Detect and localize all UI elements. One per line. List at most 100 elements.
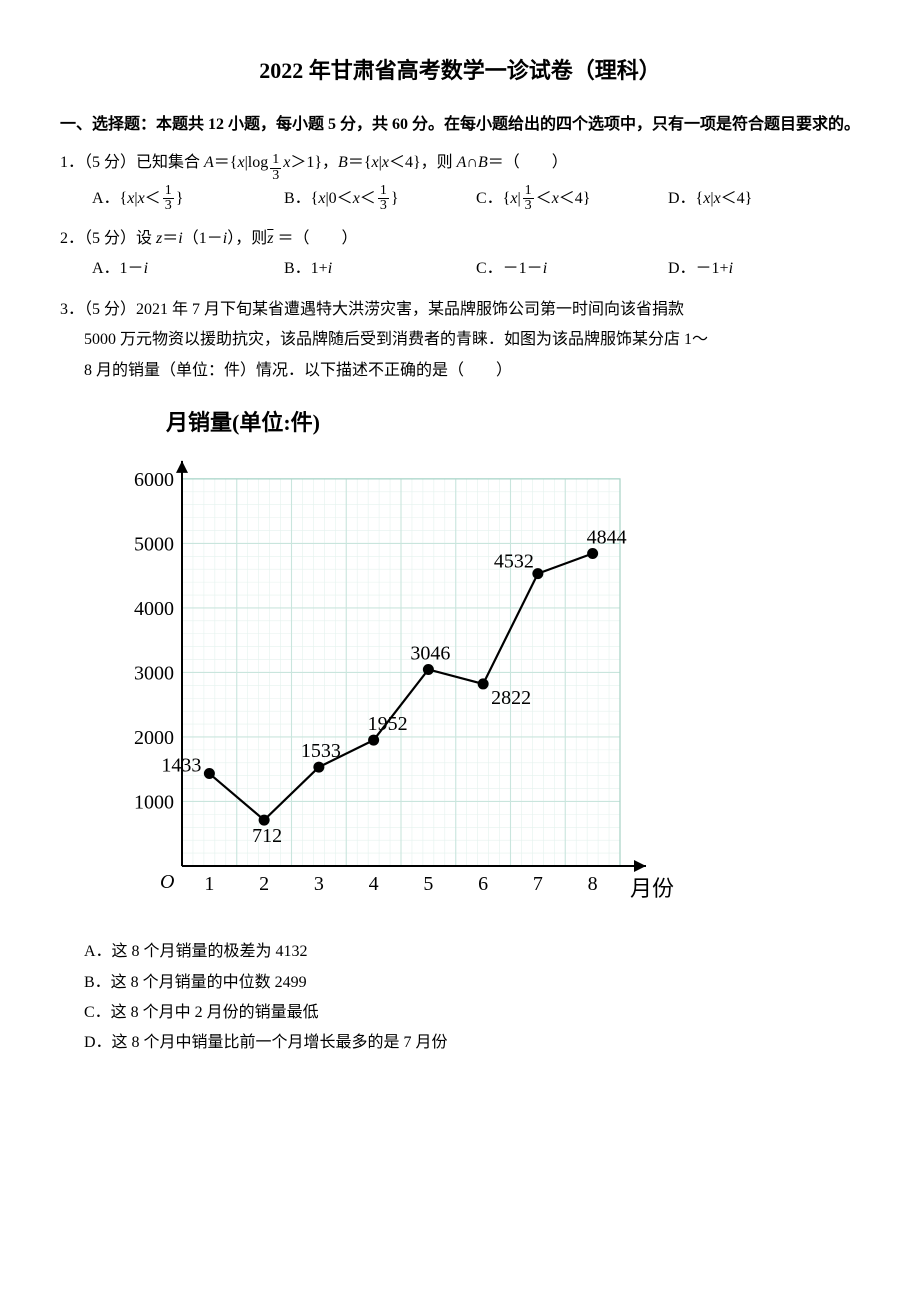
q2-option-a: A．1－i — [92, 254, 284, 284]
text: ＞1}， — [290, 154, 338, 171]
q3-option-a: A．这 8 个月销量的极差为 4132 — [84, 937, 860, 967]
text: ∩ — [466, 154, 478, 171]
var-A: A — [204, 154, 214, 171]
frac-den: 3 — [163, 199, 174, 214]
var-x: x — [372, 154, 379, 171]
svg-text:月份: 月份 — [630, 876, 674, 901]
text: ＝{ — [348, 154, 372, 171]
svg-text:1533: 1533 — [301, 740, 341, 762]
text: | — [517, 190, 520, 207]
frac: 13 — [523, 184, 534, 214]
text: |log — [245, 154, 269, 171]
text: ＜ — [145, 190, 161, 207]
text: 1．（5 分）已知集合 — [60, 154, 204, 171]
text: C．－1－ — [476, 260, 543, 277]
frac-den: 3 — [378, 199, 389, 214]
q3-line2: 5000 万元物资以援助抗灾，该品牌随后受到消费者的青睐．如图为该品牌服饰某分店… — [84, 325, 860, 355]
text: 2．（5 分）设 — [60, 230, 156, 247]
text: ＜4} — [559, 190, 591, 207]
text: ＜ — [360, 190, 376, 207]
text: |0＜ — [325, 190, 352, 207]
sales-chart: 月销量(单位:件) 100020003000400050006000123456… — [120, 402, 860, 927]
frac-num: 1 — [523, 184, 534, 200]
text: ），则 — [227, 230, 267, 247]
var-x: x — [382, 154, 389, 171]
svg-text:4: 4 — [369, 873, 379, 895]
q3-stem: 3．（5 分）2021 年 7 月下旬某省遭遇特大洪涝灾害，某品牌服饰公司第一时… — [60, 295, 860, 386]
text: ＜4} — [721, 190, 753, 207]
frac-den: 3 — [270, 169, 281, 184]
svg-text:8: 8 — [588, 873, 598, 895]
text: A．{ — [92, 190, 127, 207]
q1-options: A．{x|x＜13} B．{x|0＜x＜13} C．{x|13＜x＜4} D．{… — [92, 184, 860, 215]
svg-text:O: O — [160, 871, 174, 893]
frac-den: 3 — [523, 199, 534, 214]
q2-stem: 2．（5 分）设 z＝i（1－i），则z ＝（ ） — [60, 224, 860, 254]
chart-title: 月销量(单位:件) — [166, 402, 860, 444]
frac-num: 1 — [378, 184, 389, 200]
svg-text:3: 3 — [314, 873, 324, 895]
svg-text:7: 7 — [533, 873, 543, 895]
q1-option-a: A．{x|x＜13} — [92, 184, 284, 215]
q3-option-d: D．这 8 个月中销量比前一个月增长最多的是 7 月份 — [84, 1028, 860, 1058]
svg-text:3000: 3000 — [134, 662, 174, 684]
var-B: B — [338, 154, 348, 171]
var-i: i — [144, 260, 148, 277]
q3-line3: 8 月的销量（单位：件）情况．以下描述不正确的是（ ） — [84, 356, 860, 386]
q1-option-d: D．{x|x＜4} — [668, 184, 860, 215]
var-x: x — [353, 190, 360, 207]
q2-options: A．1－i B．1+i C．－1－i D．－1+i — [92, 254, 860, 284]
text: A．1－ — [92, 260, 144, 277]
svg-text:4844: 4844 — [587, 526, 627, 548]
text: ＝（ ） — [488, 154, 568, 171]
text: ＝（ ） — [273, 230, 357, 247]
svg-text:5000: 5000 — [134, 533, 174, 555]
var-i: i — [543, 260, 547, 277]
var-x: x — [138, 190, 145, 207]
text: B．{ — [284, 190, 318, 207]
q2-option-d: D．－1+i — [668, 254, 860, 284]
q3-option-c: C．这 8 个月中 2 月份的销量最低 — [84, 998, 860, 1028]
q1-stem: 1．（5 分）已知集合 A＝{x|log13x＞1}，B＝{x|x＜4}，则 A… — [60, 148, 860, 183]
text: （1－ — [183, 230, 223, 247]
frac-num: 1 — [163, 184, 174, 200]
text: } — [391, 190, 399, 207]
text: ＝ — [162, 230, 178, 247]
q2-option-c: C．－1－i — [476, 254, 668, 284]
var-x: x — [714, 190, 721, 207]
svg-text:2000: 2000 — [134, 727, 174, 749]
text: } — [176, 190, 184, 207]
question-3: 3．（5 分）2021 年 7 月下旬某省遭遇特大洪涝灾害，某品牌服饰公司第一时… — [60, 295, 860, 1059]
text: D．－1+ — [668, 260, 729, 277]
var-B: B — [478, 154, 488, 171]
text: B．1+ — [284, 260, 328, 277]
section-1-header: 一、选择题：本题共 12 小题，每小题 5 分，共 60 分。在每小题给出的四个… — [60, 110, 860, 140]
frac-num: 1 — [270, 153, 281, 169]
exam-title: 2022 年甘肃省高考数学一诊试卷（理科） — [60, 50, 860, 92]
sales-chart-svg: 10002000300040005000600012345678O月份14337… — [120, 446, 680, 916]
svg-text:1433: 1433 — [161, 754, 201, 776]
text: D．{ — [668, 190, 703, 207]
svg-text:4532: 4532 — [494, 550, 534, 572]
var-A: A — [457, 154, 467, 171]
q1-option-b: B．{x|0＜x＜13} — [284, 184, 476, 215]
var-i: i — [328, 260, 332, 277]
var-x: x — [237, 154, 244, 171]
svg-text:712: 712 — [252, 825, 282, 847]
text: C．{ — [476, 190, 510, 207]
svg-text:6: 6 — [478, 873, 488, 895]
q3-option-b: B．这 8 个月销量的中位数 2499 — [84, 968, 860, 998]
q1-option-c: C．{x|13＜x＜4} — [476, 184, 668, 215]
var-i: i — [729, 260, 733, 277]
text: ＜4}，则 — [389, 154, 457, 171]
log-base-frac: 13 — [270, 153, 281, 183]
question-2: 2．（5 分）设 z＝i（1－i），则z ＝（ ） A．1－i B．1+i C．… — [60, 224, 860, 285]
var-x: x — [552, 190, 559, 207]
text: ＜ — [536, 190, 552, 207]
svg-text:4000: 4000 — [134, 598, 174, 620]
svg-text:5: 5 — [423, 873, 433, 895]
q3-options: A．这 8 个月销量的极差为 4132 B．这 8 个月销量的中位数 2499 … — [84, 937, 860, 1059]
svg-text:2: 2 — [259, 873, 269, 895]
svg-text:1000: 1000 — [134, 791, 174, 813]
svg-text:2822: 2822 — [491, 687, 531, 709]
